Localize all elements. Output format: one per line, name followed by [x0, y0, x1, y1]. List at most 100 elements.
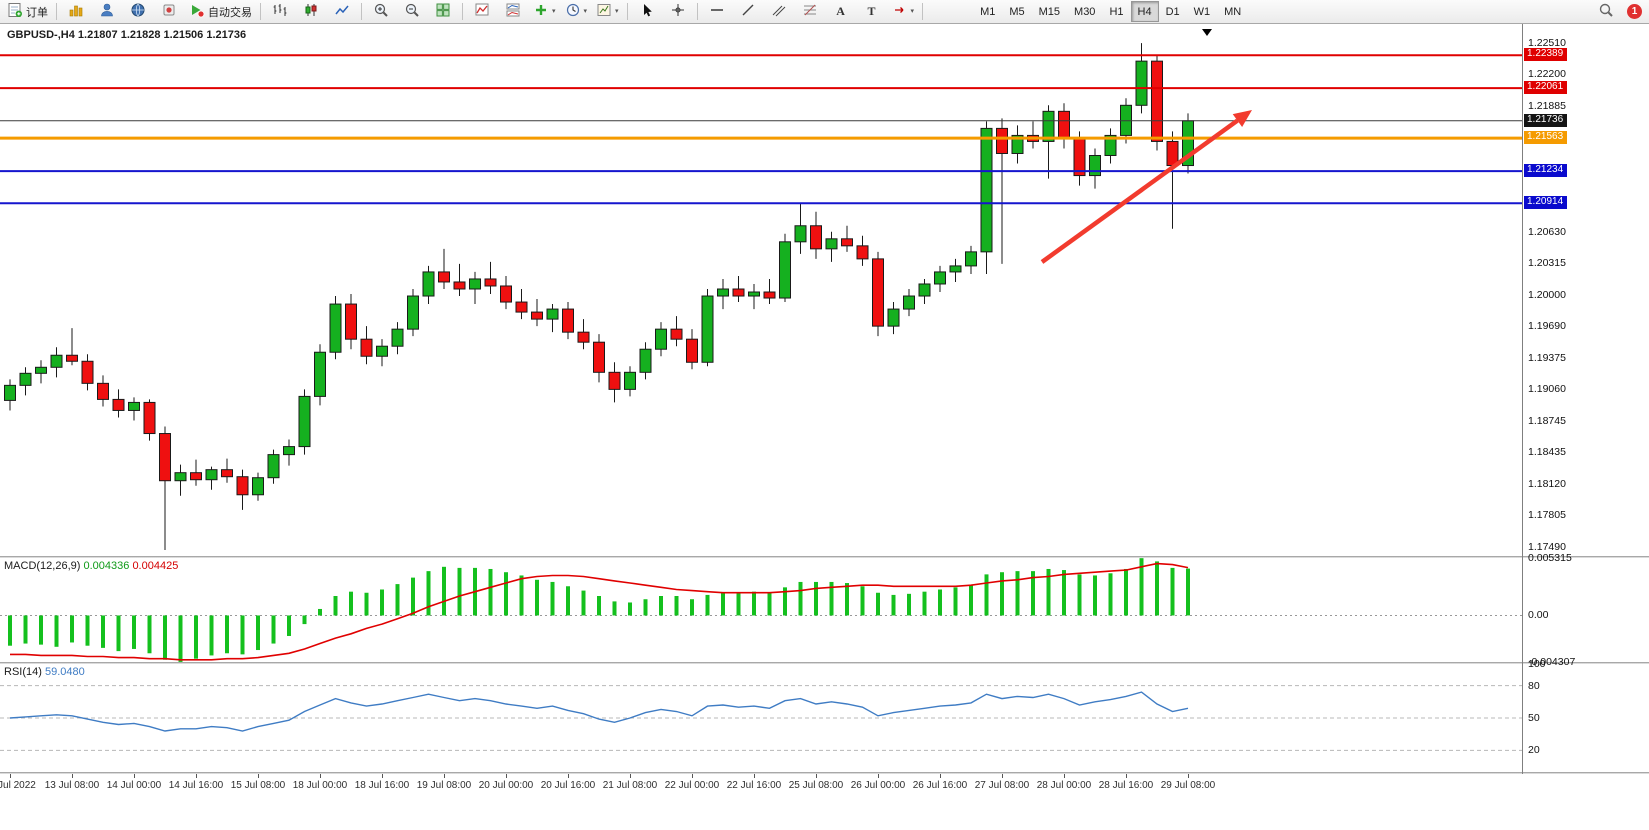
axis-label: 1.17805 [1528, 509, 1566, 522]
fibonacci-tool-button[interactable] [795, 0, 825, 23]
trendline-icon [740, 2, 756, 21]
time-tick [1126, 774, 1127, 778]
axis-label: 0.00 [1528, 609, 1549, 622]
timeframe-button-H1[interactable]: H1 [1109, 5, 1124, 18]
new-order-label: 订单 [26, 6, 48, 19]
toolbar-separator [696, 3, 698, 20]
time-tick [1188, 774, 1189, 778]
candlestick-chart-button[interactable] [296, 0, 326, 23]
text-tool-button[interactable]: A [826, 0, 856, 23]
time-axis-label: 18 Jul 16:00 [354, 780, 410, 791]
crosshair-button[interactable] [663, 0, 693, 23]
horizontal-line-tool-button[interactable] [702, 0, 732, 23]
panel-separator[interactable] [0, 772, 1649, 774]
terminal-button[interactable] [123, 0, 153, 23]
macd-histogram [8, 558, 1190, 662]
search-icon [1598, 2, 1614, 21]
indicators-button[interactable] [467, 0, 497, 23]
macd-indicator-label: MACD(12,26,9) 0.004336 0.004425 [4, 560, 178, 572]
chevron-down-icon: ▾ [615, 8, 619, 15]
candles-group [4, 43, 1194, 550]
price-chart-pane[interactable] [0, 24, 1522, 556]
macd-signal-line [10, 562, 1189, 661]
macd-pane[interactable] [0, 558, 1522, 662]
time-tick [692, 774, 693, 778]
indicator-windows-icon [505, 2, 521, 21]
cursor-button[interactable] [632, 0, 662, 23]
timeframe-button-M30[interactable]: M30 [1074, 5, 1096, 18]
strategy-tester-button[interactable] [154, 0, 184, 23]
time-axis[interactable]: 12 Jul 2022 13 Jul 08:00 14 Jul 00:00 14 Ju… [0, 774, 1522, 798]
channel-tool-button[interactable] [764, 0, 794, 23]
shapes-tool-button[interactable]: ▾ [888, 0, 919, 23]
toolbar-right-group: 1 [1591, 0, 1646, 23]
cursor-icon [639, 2, 655, 21]
timeframe-button-D1[interactable]: D1 [1165, 5, 1180, 18]
time-axis-label: 21 Jul 08:00 [602, 780, 658, 791]
price-axis[interactable]: 1.22510 1.22200 1.21885 1.20630 1.20315 1.200… [1523, 24, 1649, 774]
add-indicator-icon [533, 2, 549, 21]
macd-signal-value: 0.004425 [132, 560, 179, 572]
timeframe-button-MN[interactable]: MN [1224, 5, 1242, 18]
fibonacci-icon [802, 2, 818, 21]
zoom-out-button[interactable] [397, 0, 427, 23]
time-axis-label: 14 Jul 00:00 [106, 780, 162, 791]
label-tool-button[interactable]: T [857, 0, 887, 23]
bar-chart-icon [272, 2, 288, 21]
indicator-windows-button[interactable] [498, 0, 528, 23]
panel-separator[interactable] [0, 556, 1649, 558]
time-tick [940, 774, 941, 778]
timeframe-button-M15[interactable]: M15 [1038, 5, 1061, 18]
time-axis-label: 27 Jul 08:00 [974, 780, 1030, 791]
panel-separator[interactable] [0, 662, 1649, 664]
time-axis-label: 28 Jul 16:00 [1098, 780, 1154, 791]
time-tick [754, 774, 755, 778]
axis-label: 0.005315 [1528, 552, 1572, 564]
chart-title: GBPUSD-,H4 1.21807 1.21828 1.21506 1.217… [7, 29, 247, 41]
time-tick [196, 774, 197, 778]
rsi-pane[interactable] [0, 664, 1522, 772]
price-badge: 1.21563 [1524, 131, 1568, 145]
time-axis-label: 25 Jul 08:00 [788, 780, 844, 791]
time-axis-label: 20 Jul 00:00 [478, 780, 534, 791]
toolbar-separator [626, 3, 628, 20]
time-axis-label: 13 Jul 08:00 [44, 780, 100, 791]
candlestick-chart-icon [303, 2, 319, 21]
timeframe-button-M5[interactable]: M5 [1009, 5, 1025, 18]
market-watch-button[interactable] [61, 0, 91, 23]
toolbar: 订单 自动交易 ▾ ▾ ▾ A T ▾ M1 M5 M15 M30 H1 H4 D1 W1 MN… [0, 0, 1649, 24]
time-tick [878, 774, 879, 778]
bar-chart-button[interactable] [265, 0, 295, 23]
axis-label: 1.22200 [1528, 68, 1566, 81]
tile-windows-button[interactable] [428, 0, 458, 23]
zoom-in-button[interactable] [366, 0, 396, 23]
navigator-button[interactable] [92, 0, 122, 23]
notification-badge[interactable]: 1 [1627, 4, 1642, 19]
axis-label: 20 [1528, 744, 1540, 757]
toolbar-separator [462, 3, 463, 20]
time-tick [320, 774, 321, 778]
time-tick [506, 774, 507, 778]
trendline-tool-button[interactable] [733, 0, 763, 23]
add-indicator-button[interactable]: ▾ [529, 0, 560, 23]
price-badge: 1.21234 [1524, 164, 1568, 178]
new-order-button[interactable]: 订单 [3, 0, 52, 23]
time-tick [816, 774, 817, 778]
horizontal-line-icon [709, 2, 725, 21]
timeframe-button-M1[interactable]: M1 [980, 5, 996, 18]
line-chart-button[interactable] [327, 0, 357, 23]
autotrading-button[interactable]: 自动交易 [185, 0, 256, 23]
macd-main-value: 0.004336 [83, 560, 130, 572]
periods-button[interactable]: ▾ [561, 0, 592, 23]
search-button[interactable] [1591, 0, 1621, 23]
time-tick [382, 774, 383, 778]
rsi-name: RSI(14) [4, 666, 42, 678]
clock-icon [565, 2, 581, 21]
timeframe-button-H4[interactable]: H4 [1130, 1, 1159, 22]
timeframe-button-W1[interactable]: W1 [1193, 5, 1211, 18]
templates-button[interactable]: ▾ [592, 0, 623, 23]
time-axis-label: 19 Jul 08:00 [416, 780, 472, 791]
axis-label: 1.19690 [1528, 320, 1566, 333]
time-axis-label: 22 Jul 16:00 [726, 780, 782, 791]
toolbar-separator [361, 3, 362, 20]
